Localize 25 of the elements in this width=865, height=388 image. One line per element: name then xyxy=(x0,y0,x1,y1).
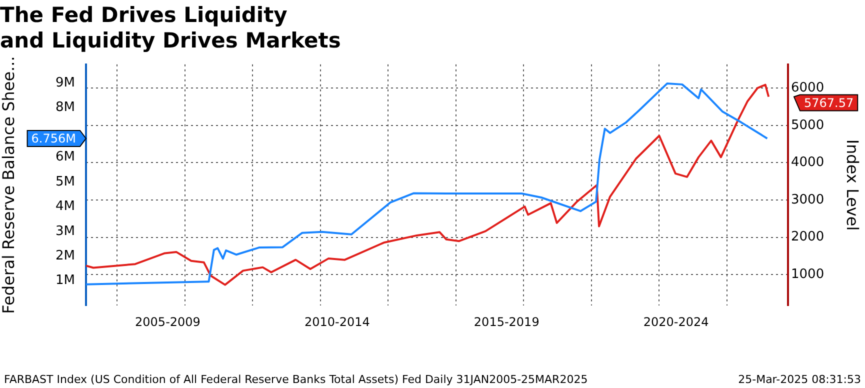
y2-tick-label: 3000 xyxy=(791,192,824,208)
text: 5767.57 xyxy=(804,96,854,110)
y2-tick-label: 6000 xyxy=(791,80,824,96)
y-tick-label: 3M xyxy=(56,224,75,239)
y-tick-label: 4M xyxy=(56,199,75,214)
y2-tick-label: 2000 xyxy=(791,230,824,245)
chart-title: The Fed Drives Liquidity and Liquidity Drives Markets xyxy=(0,3,341,52)
text: FARBAST Index (US Condition of All Federal Reserve Banks Total Assets) Fed Daily 31JAN2005-25MAR2025 xyxy=(4,373,588,386)
y-axis-title: Federal Reserve Balance Shee... xyxy=(0,56,18,314)
text: 6.756M xyxy=(31,132,76,146)
y-tick-label: 2M xyxy=(56,248,75,264)
y2-axis-title: Index Level xyxy=(843,139,862,231)
x-tick-label: 2015-2019 xyxy=(474,314,540,329)
x-tick-label: 2005-2009 xyxy=(135,314,200,329)
y2-tick-label: 1000 xyxy=(791,267,824,282)
y2-tick-label: 5000 xyxy=(791,118,824,133)
y-tick-label: 8M xyxy=(56,100,75,116)
y-tick-label: 5M xyxy=(56,174,75,190)
y-tick-label: 9M xyxy=(56,75,75,90)
text: 25-Mar-2025 08:31:53 xyxy=(738,373,861,386)
y-tick-label: 1M xyxy=(56,273,75,288)
y-tick-label: 6M xyxy=(56,150,75,165)
y2-tick-label: 4000 xyxy=(791,155,824,170)
x-tick-label: 2010-2014 xyxy=(304,314,370,329)
x-tick-label: 2020-2024 xyxy=(643,314,709,329)
